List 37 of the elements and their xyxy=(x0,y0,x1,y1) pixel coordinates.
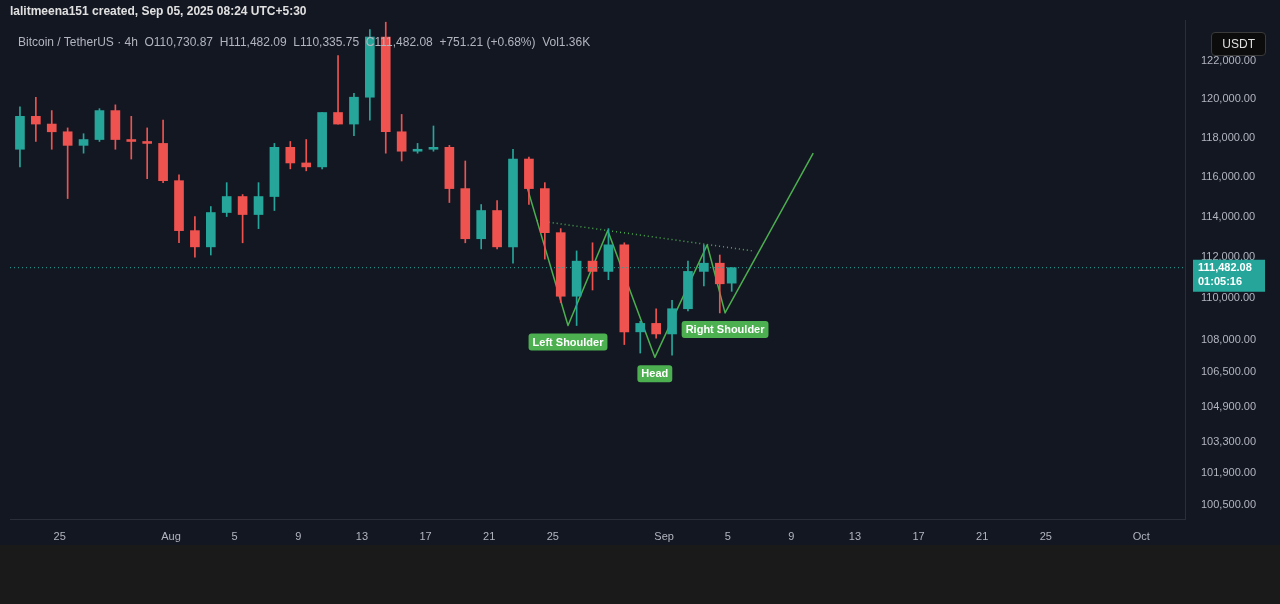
x-tick-label: 21 xyxy=(483,529,496,542)
x-tick-label: 25 xyxy=(53,529,66,542)
annotation: Left Shoulder xyxy=(532,335,605,348)
x-tick-label: Oct xyxy=(1132,529,1150,542)
y-tick-label: 120,000.00 xyxy=(1201,92,1257,105)
x-tick-label: 13 xyxy=(355,529,369,542)
candlestick xyxy=(142,127,153,180)
x-tick-label: 5 xyxy=(724,529,731,542)
y-tick-label: 116,000.00 xyxy=(1201,169,1256,182)
y-tick-label: 122,000.00 xyxy=(1201,54,1257,67)
y-tick-label: 100,500.00 xyxy=(1201,498,1257,511)
y-tick-label: 104,900.00 xyxy=(1201,400,1257,412)
annotation: Head xyxy=(641,367,669,380)
y-tick-label: 110,000.00 xyxy=(1201,291,1256,304)
ref-line-label: 111,482.08 01:05:16 xyxy=(1198,261,1252,288)
text: USDT xyxy=(1211,32,1266,56)
x-tick-label: 9 xyxy=(788,529,795,542)
x-tick-label: 25 xyxy=(546,529,559,542)
x-tick-label: Sep xyxy=(654,529,674,542)
x-tick-label: 17 xyxy=(419,529,432,542)
candlestick xyxy=(126,116,137,160)
annotation: Right Shoulder xyxy=(685,322,766,335)
x-tick-label: 25 xyxy=(1039,529,1052,542)
y-tick-label: 114,000.00 xyxy=(1201,209,1256,222)
y-tick-label: 106,500.00 xyxy=(1201,365,1257,378)
x-tick-label: 21 xyxy=(976,529,989,542)
y-tick-label: 108,000.00 xyxy=(1201,333,1257,346)
y-tick-label: 101,900.00 xyxy=(1201,466,1257,479)
x-tick-label: Aug xyxy=(161,529,181,542)
x-tick-label: 5 xyxy=(231,529,238,542)
x-tick-label: 9 xyxy=(295,529,302,542)
x-tick-label: 13 xyxy=(848,529,862,542)
y-tick-label: 103,300.00 xyxy=(1201,435,1257,448)
chart-title: lalitmeena151 created, Sep 05, 2025 08:24 UTC+5:30 xyxy=(10,4,307,18)
x-tick-label: 17 xyxy=(912,529,925,542)
y-tick-label: 118,000.00 xyxy=(1201,130,1256,143)
y-tick-label: 112,000.00 xyxy=(1201,250,1256,263)
